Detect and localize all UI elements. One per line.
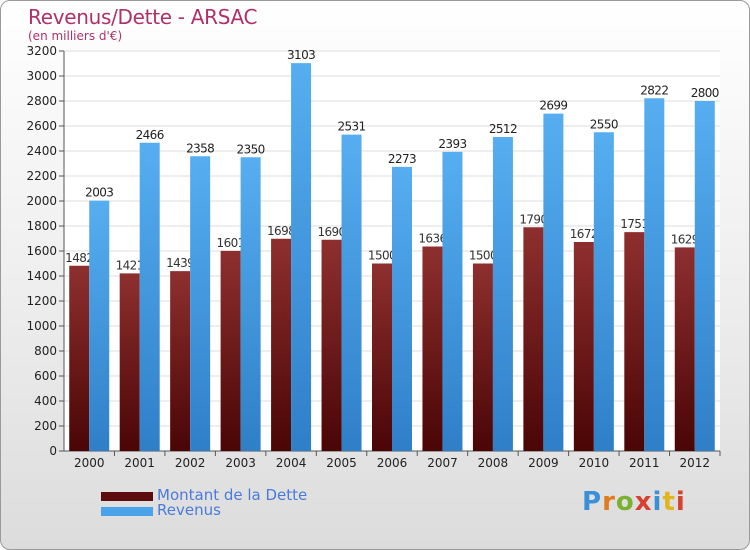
data-label-dette: 1421 <box>116 258 144 272</box>
data-label-revenus: 2350 <box>237 142 265 156</box>
x-tick-label: 2006 <box>377 456 408 470</box>
bar-dette-2000 <box>69 265 90 451</box>
proxiti-logo: Proxiti <box>582 487 686 517</box>
bar-revenus-2007 <box>442 151 463 451</box>
logo-letter: o <box>615 487 635 517</box>
y-tick-label: 400 <box>34 394 57 408</box>
data-label-revenus: 2699 <box>539 99 567 113</box>
y-tick-label: 3000 <box>26 69 57 83</box>
y-tick-label: 800 <box>34 344 57 358</box>
bar-dette-2007 <box>422 246 443 451</box>
data-label-dette: 1690 <box>317 225 345 239</box>
x-tick-label: 2009 <box>528 456 559 470</box>
x-tick-label: 2003 <box>225 456 256 470</box>
y-tick-label: 3200 <box>26 44 57 58</box>
y-tick-label: 1200 <box>26 294 57 308</box>
logo-letter: P <box>582 487 603 517</box>
bar-dette-2012 <box>674 247 695 451</box>
data-label-dette: 1672 <box>570 227 598 241</box>
bar-revenus-2003 <box>240 157 261 451</box>
legend-swatch-dette <box>101 492 153 501</box>
bar-dette-2009 <box>523 227 544 451</box>
bar-revenus-2004 <box>291 63 312 451</box>
data-label-revenus: 2358 <box>186 141 214 155</box>
y-tick-label: 1600 <box>26 244 57 258</box>
y-tick-label: 600 <box>34 369 57 383</box>
data-label-revenus: 3103 <box>287 48 315 62</box>
x-tick-label: 2010 <box>579 456 610 470</box>
data-label-dette: 1500 <box>368 249 396 263</box>
bar-dette-2005 <box>321 239 342 451</box>
bar-dette-2006 <box>372 263 392 451</box>
bar-revenus-2005 <box>341 134 362 451</box>
bar-dette-2008 <box>472 263 493 451</box>
y-tick-label: 2000 <box>26 194 57 208</box>
data-label-revenus: 2531 <box>337 120 365 134</box>
y-tick-label: 2800 <box>26 94 57 108</box>
bar-dette-2002 <box>170 271 191 451</box>
bar-revenus-2006 <box>392 166 412 451</box>
data-label-revenus: 2550 <box>590 117 618 131</box>
y-tick-label: 200 <box>34 419 57 433</box>
bar-dette-2003 <box>220 250 241 451</box>
data-label-dette: 1629 <box>671 232 699 246</box>
bar-revenus-2002 <box>190 156 211 451</box>
data-label-dette: 1636 <box>418 232 446 246</box>
data-label-dette: 1500 <box>469 249 497 263</box>
logo-letter: x <box>634 487 653 517</box>
legend-label-revenus: Revenus <box>157 501 221 519</box>
data-label-revenus: 2393 <box>438 137 466 151</box>
y-tick-label: 2600 <box>26 119 57 133</box>
data-label-revenus: 2273 <box>388 152 416 166</box>
bar-revenus-2008 <box>492 137 513 451</box>
logo-letter: t <box>662 487 676 517</box>
data-label-revenus: 2822 <box>640 83 668 97</box>
x-tick-label: 2002 <box>175 456 206 470</box>
bar-dette-2010 <box>573 242 594 451</box>
y-tick-label: 2200 <box>26 169 57 183</box>
y-tick-label: 0 <box>49 444 57 458</box>
logo-letter: i <box>675 487 686 517</box>
chart-title: Revenus/Dette - ARSAC <box>28 5 258 29</box>
data-label-revenus: 2800 <box>691 86 719 100</box>
logo-letter: i <box>652 487 663 517</box>
y-tick-label: 2400 <box>26 144 57 158</box>
data-label-dette: 1751 <box>620 217 648 231</box>
y-tick-label: 1400 <box>26 269 57 283</box>
x-tick-label: 2008 <box>478 456 509 470</box>
data-label-dette: 1439 <box>166 256 194 270</box>
data-label-dette: 1601 <box>217 236 245 250</box>
x-tick-label: 2007 <box>427 456 458 470</box>
x-tick-label: 2001 <box>124 456 155 470</box>
x-tick-label: 2012 <box>679 456 710 470</box>
bar-dette-2001 <box>119 273 140 451</box>
data-label-dette: 1698 <box>267 224 295 238</box>
x-tick-label: 2004 <box>276 456 307 470</box>
y-tick-label: 1800 <box>26 219 57 233</box>
bar-revenus-2009 <box>543 113 564 451</box>
data-label-dette: 1790 <box>519 212 547 226</box>
bar-revenus-2001 <box>139 142 160 451</box>
y-tick-label: 1000 <box>26 319 57 333</box>
legend-swatch-revenus <box>101 507 153 516</box>
data-label-revenus: 2512 <box>489 122 517 136</box>
chart-subtitle: (en milliers d'€) <box>28 29 123 43</box>
bar-dette-2011 <box>624 232 645 451</box>
data-label-revenus: 2003 <box>85 186 113 200</box>
bar-revenus-2012 <box>694 101 715 451</box>
x-tick-label: 2000 <box>74 456 105 470</box>
bar-dette-2004 <box>271 238 292 451</box>
data-label-dette: 1482 <box>65 251 93 265</box>
bar-revenus-2011 <box>644 98 665 451</box>
bar-revenus-2010 <box>593 132 614 451</box>
bar-revenus-2000 <box>89 200 110 451</box>
x-tick-label: 2011 <box>629 456 660 470</box>
x-tick-label: 2005 <box>326 456 357 470</box>
legend-label-dette: Montant de la Dette <box>157 486 308 504</box>
logo-letter: r <box>602 487 616 517</box>
data-label-revenus: 2466 <box>136 128 164 142</box>
